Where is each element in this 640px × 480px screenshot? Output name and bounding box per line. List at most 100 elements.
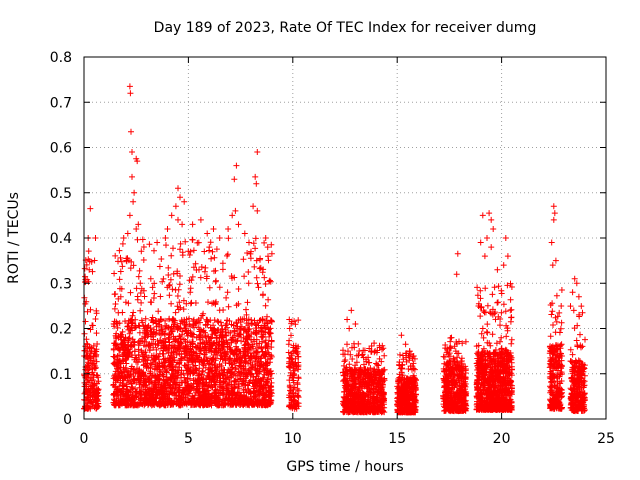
data-point (286, 325, 293, 332)
data-point (151, 247, 157, 254)
data-point (176, 333, 183, 340)
data-point (180, 297, 187, 304)
data-point (176, 281, 183, 288)
data-point (266, 277, 273, 284)
data-point (192, 365, 199, 372)
data-point (138, 317, 145, 324)
data-point (116, 247, 123, 254)
data-point (341, 351, 348, 358)
data-point (142, 372, 149, 379)
data-point (190, 318, 197, 325)
data-point (257, 317, 264, 324)
data-point (123, 258, 130, 265)
data-point (188, 332, 195, 339)
data-point (182, 238, 189, 245)
data-point (381, 352, 388, 359)
data-point (294, 350, 301, 357)
data-point (289, 360, 296, 367)
data-point (261, 239, 268, 246)
data-point (176, 393, 183, 400)
data-point (164, 379, 171, 386)
data-point (205, 401, 212, 408)
data-point (83, 364, 90, 371)
data-point (166, 292, 173, 299)
data-point (209, 300, 215, 307)
data-point (207, 317, 214, 324)
data-point (342, 357, 349, 363)
data-point (264, 360, 271, 366)
data-point (113, 393, 120, 400)
data-point (196, 326, 203, 333)
data-point (256, 265, 263, 272)
data-point (218, 381, 225, 388)
data-point (163, 242, 169, 249)
data-point (226, 318, 233, 324)
data-point (173, 351, 180, 358)
data-point (137, 373, 144, 380)
data-point (217, 332, 223, 339)
data-point (268, 241, 275, 248)
data-point (155, 308, 162, 315)
data-point (110, 381, 117, 388)
data-point (111, 397, 118, 404)
data-point (294, 393, 301, 399)
data-point (212, 329, 219, 336)
data-point (189, 359, 195, 366)
data-point (185, 361, 192, 368)
data-point (265, 371, 272, 378)
data-point (148, 377, 155, 384)
data-point (351, 340, 357, 347)
data-point (226, 355, 233, 362)
data-point (134, 296, 141, 303)
data-point (240, 389, 247, 396)
data-point (369, 376, 376, 383)
data-point (119, 263, 126, 270)
data-point (154, 338, 161, 344)
data-point (174, 303, 181, 310)
data-point (380, 392, 387, 398)
data-point (238, 401, 245, 407)
data-point (124, 383, 130, 390)
data-point (200, 339, 207, 346)
data-point (373, 394, 380, 400)
data-point (215, 341, 222, 348)
data-point (347, 386, 354, 392)
data-point (125, 339, 132, 346)
data-point (153, 346, 160, 353)
data-point (234, 323, 241, 330)
data-point (87, 326, 94, 333)
data-point (293, 405, 300, 412)
data-point (243, 311, 250, 318)
data-point (264, 382, 271, 389)
data-point (90, 342, 97, 349)
data-point (225, 235, 232, 242)
data-point (264, 319, 271, 326)
data-point (135, 346, 142, 353)
data-point (95, 378, 102, 385)
data-point (287, 372, 294, 379)
data-point (238, 338, 245, 345)
data-point (200, 367, 206, 374)
data-point (292, 355, 299, 362)
data-point (138, 285, 145, 292)
data-point (111, 305, 118, 312)
data-point (140, 257, 147, 263)
data-point (175, 348, 182, 355)
data-point (358, 403, 365, 409)
data-point (150, 295, 157, 301)
data-point (247, 367, 254, 374)
data-point (183, 367, 190, 374)
data-point (122, 299, 129, 306)
data-point (212, 329, 219, 336)
data-point (265, 253, 271, 260)
data-point (201, 248, 208, 255)
data-point (266, 391, 273, 398)
data-point (235, 368, 242, 375)
data-point (357, 389, 364, 396)
data-point (246, 396, 253, 403)
data-point (110, 346, 117, 353)
data-point (259, 334, 266, 341)
data-point (290, 377, 297, 384)
data-point (361, 367, 368, 374)
